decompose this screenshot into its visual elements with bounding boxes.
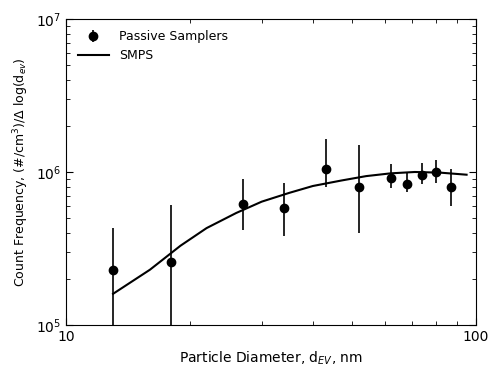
SMPS	[438, 170, 444, 175]
SMPS	[310, 184, 316, 188]
SMPS	[258, 199, 264, 204]
SMPS	[363, 174, 369, 178]
SMPS	[388, 171, 394, 176]
Y-axis label: Count Frequency, (#/cm$^3$)/Δ log(d$_{ev}$): Count Frequency, (#/cm$^3$)/Δ log(d$_{ev…	[11, 57, 30, 287]
SMPS	[234, 211, 239, 215]
SMPS	[147, 267, 153, 272]
SMPS	[204, 226, 210, 230]
SMPS	[110, 291, 116, 296]
SMPS	[464, 172, 469, 177]
SMPS	[338, 178, 344, 183]
SMPS	[412, 170, 418, 174]
SMPS	[178, 243, 184, 248]
Line: SMPS: SMPS	[113, 172, 467, 294]
SMPS	[286, 191, 292, 195]
X-axis label: Particle Diameter, d$_{EV}$, nm: Particle Diameter, d$_{EV}$, nm	[179, 350, 363, 367]
Legend: Passive Samplers, SMPS: Passive Samplers, SMPS	[72, 25, 233, 67]
